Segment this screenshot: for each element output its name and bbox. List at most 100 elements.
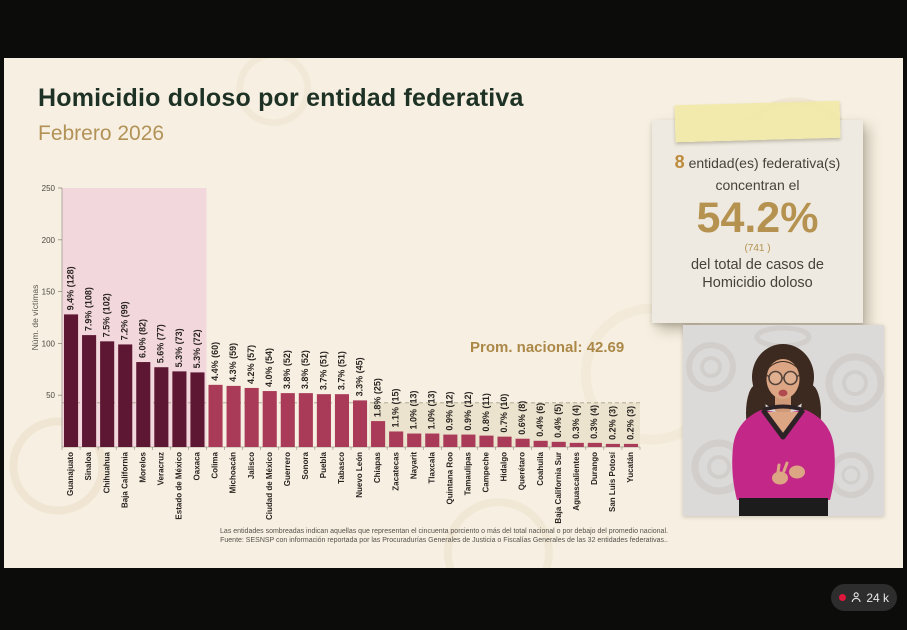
bar-value-label: 1.1% (15) xyxy=(391,388,401,427)
bar-2 xyxy=(100,341,115,447)
bar-24 xyxy=(497,436,512,447)
summary-callout-card: 8 entidad(es) federativa(s) concentran e… xyxy=(652,100,863,323)
bar-18 xyxy=(389,431,404,447)
x-axis-label: Oaxaca xyxy=(193,451,202,480)
bar-26 xyxy=(533,440,548,447)
bar-3 xyxy=(118,344,133,447)
bar-value-label: 0.4% (6) xyxy=(535,403,545,437)
live-dot-icon xyxy=(839,594,846,601)
callout-line-1: 8 entidad(es) federativa(s) xyxy=(652,152,863,173)
x-axis-label: Durango xyxy=(590,452,599,485)
x-axis-label: Zacatecas xyxy=(391,451,400,490)
bar-value-label: 1.0% (13) xyxy=(409,391,419,430)
x-axis-label: Sinaloa xyxy=(84,451,93,480)
bar-value-label: 0.3% (4) xyxy=(589,405,599,439)
bar-21 xyxy=(443,434,458,447)
bar-29 xyxy=(587,442,602,447)
bar-value-label: 3.8% (52) xyxy=(282,350,292,389)
bar-value-label: 4.4% (60) xyxy=(210,342,220,381)
bar-28 xyxy=(569,442,584,447)
bar-1 xyxy=(82,335,97,447)
x-axis-label: San Luis Potosí xyxy=(608,451,617,512)
bar-22 xyxy=(461,434,476,447)
bar-value-label: 0.2% (3) xyxy=(625,406,635,440)
bar-value-label: 4.2% (57) xyxy=(246,345,256,384)
viewers-person-icon xyxy=(851,592,861,603)
callout-line-3: del total de casos de xyxy=(690,257,824,273)
callout-line-4: Homicidio doloso xyxy=(702,275,813,291)
bar-value-label: 0.2% (3) xyxy=(607,406,617,440)
bar-value-label: 4.0% (54) xyxy=(264,348,274,387)
x-axis-label: Michoacán xyxy=(229,452,238,493)
bar-0 xyxy=(63,314,79,447)
chart-footnote: Las entidades sombreadas indican aquella… xyxy=(114,527,774,545)
interpreter-figure xyxy=(732,344,835,516)
x-axis-label: Estado de México xyxy=(175,452,184,520)
bar-value-label: 5.3% (72) xyxy=(192,329,202,368)
bar-12 xyxy=(280,393,295,447)
x-axis-label: Puebla xyxy=(319,451,328,478)
callout-case-count: (741 ) xyxy=(744,243,771,254)
x-axis-label: Guanajuato xyxy=(66,452,75,496)
sign-language-interpreter-video xyxy=(683,325,885,516)
x-axis-label: Nuevo León xyxy=(355,452,364,498)
bar-chart-svg: 50 100 150 200 250 Núm. de víctimas 9.4% (128)… xyxy=(30,184,641,524)
bar-value-label: 4.3% (59) xyxy=(228,343,238,382)
bar-17 xyxy=(371,421,386,447)
bar-value-label: 0.9% (12) xyxy=(463,392,473,431)
viewer-count: 24 k xyxy=(866,590,889,605)
x-axis-label: Aguascalientes xyxy=(572,451,581,510)
interpreter-illustration xyxy=(683,325,885,516)
x-axis-label: Hidalgo xyxy=(500,452,509,481)
slide-title: Homicidio doloso por entidad federativa xyxy=(38,84,524,112)
bar-value-label: 1.8% (25) xyxy=(372,378,382,417)
bar-value-label: 0.8% (11) xyxy=(481,393,491,432)
footnote-line-2: Fuente: SESNSP con información reportada… xyxy=(220,537,668,544)
x-axis-label: Chihuahua xyxy=(102,451,111,493)
y-tick-label: 250 xyxy=(42,184,56,193)
y-tick-label: 200 xyxy=(42,236,56,245)
callout-percentage: 54.2% xyxy=(696,194,819,242)
x-axis-label: Chiapas xyxy=(373,451,382,483)
bar-25 xyxy=(515,438,530,447)
x-axis-label: Tlaxcala xyxy=(427,451,436,483)
bar-5 xyxy=(154,367,169,447)
x-axis-label: Quintana Roo xyxy=(445,452,454,505)
bar-value-label: 0.6% (8) xyxy=(517,401,527,435)
bar-value-label: 6.0% (82) xyxy=(138,319,148,358)
live-viewer-badge[interactable]: 24 k xyxy=(831,584,897,611)
bar-value-label: 0.7% (10) xyxy=(499,394,509,433)
x-axis-label: Yucatán xyxy=(626,452,635,483)
bar-value-label: 3.3% (45) xyxy=(354,357,364,396)
x-axis-label: Tabasco xyxy=(337,452,346,484)
bar-value-label: 3.7% (51) xyxy=(318,351,328,390)
x-axis-label: Jalisco xyxy=(247,452,256,479)
bar-7 xyxy=(190,372,205,447)
y-axis-title: Núm. de víctimas xyxy=(30,285,40,351)
x-axis-label: Campeche xyxy=(482,451,491,492)
bar-value-label: 7.5% (102) xyxy=(102,293,112,337)
bar-27 xyxy=(551,441,566,447)
bar-23 xyxy=(479,435,494,447)
bar-value-label: 3.8% (52) xyxy=(300,350,310,389)
callout-line-2: concentran el xyxy=(715,177,800,193)
bar-value-label: 1.0% (13) xyxy=(427,391,437,430)
bar-4 xyxy=(136,362,151,447)
y-tick-label: 100 xyxy=(42,339,56,348)
bar-13 xyxy=(298,393,313,447)
bar-8 xyxy=(208,384,223,447)
bar-20 xyxy=(425,433,440,447)
bar-19 xyxy=(407,433,422,447)
glasses-icon xyxy=(768,370,783,386)
bar-value-label: 0.9% (12) xyxy=(445,392,455,431)
x-axis-label: Querétaro xyxy=(518,452,527,490)
callout-entity-text: entidad(es) federativa(s) xyxy=(684,155,841,171)
bar-value-label: 9.4% (128) xyxy=(65,266,75,310)
tape-decoration-icon xyxy=(674,100,841,143)
bar-9 xyxy=(226,385,241,447)
bar-value-label: 5.6% (77) xyxy=(156,324,166,363)
bar-14 xyxy=(316,394,331,447)
bar-value-label: 3.7% (51) xyxy=(336,351,346,390)
bar-15 xyxy=(334,394,350,447)
